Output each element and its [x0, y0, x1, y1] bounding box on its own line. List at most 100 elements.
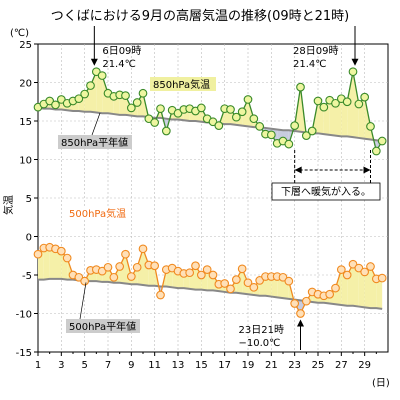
legend-500-bg: [66, 206, 128, 220]
arrow-low-head: [297, 319, 304, 327]
data-point-500: [208, 270, 218, 280]
data-point-500: [360, 267, 370, 277]
data-point-500: [220, 279, 230, 288]
data-point-850: [126, 103, 136, 113]
y-tick-label: 0: [26, 233, 32, 244]
x-tick-label: 29: [358, 360, 371, 371]
data-point-500: [33, 249, 43, 259]
legend-500-normal-bg: [66, 319, 140, 333]
data-point-850: [366, 122, 375, 131]
range-note: 下層へ暖気が入る。: [281, 185, 371, 198]
fill-850: [119, 94, 126, 115]
data-point-850: [51, 100, 60, 110]
data-point-850: [226, 105, 235, 114]
data-point-850: [56, 95, 66, 104]
data-point-850: [237, 107, 247, 117]
data-point-850: [214, 121, 224, 130]
fill-500: [49, 247, 56, 279]
x-tick-label: 9: [128, 360, 134, 371]
data-point-850: [150, 118, 160, 127]
legend-850-bg: [150, 77, 216, 91]
x-tick-label: 27: [335, 360, 348, 371]
data-point-500: [301, 296, 311, 306]
data-point-850: [284, 139, 294, 149]
x-tick-label: 19: [242, 360, 255, 371]
fill-500: [148, 264, 155, 286]
fill-850: [329, 100, 336, 136]
data-point-500: [185, 268, 195, 278]
chart-title: つくばにおける9月の高層気温の推移(09時と21時): [51, 8, 350, 24]
data-point-500: [156, 290, 165, 300]
fill-850: [341, 98, 348, 137]
data-point-850: [348, 67, 358, 77]
range-arrow-left: [294, 166, 302, 174]
data-point-500: [331, 283, 340, 293]
data-point-850: [97, 71, 107, 80]
fill-500: [265, 276, 272, 297]
x-tick-label: 7: [105, 360, 111, 371]
data-point-850: [371, 146, 381, 156]
range-arrow-right: [363, 166, 371, 174]
data-point-500: [56, 246, 66, 256]
y-tick-label: 5: [26, 194, 32, 205]
data-point-500: [342, 270, 352, 280]
annotation-peak1-value: 21.4℃: [102, 59, 136, 70]
data-point-850: [360, 92, 370, 102]
data-point-500: [97, 266, 107, 276]
data-point-850: [144, 114, 154, 124]
data-point-500: [115, 262, 125, 271]
x-tick-label: 3: [58, 360, 64, 371]
data-point-850: [342, 97, 352, 107]
data-point-500: [121, 249, 130, 259]
legend-850: 850hPa気温: [153, 78, 210, 91]
x-tick-label: 15: [195, 360, 208, 371]
annotation-peak2-value: 21.4℃: [293, 59, 327, 70]
x-tick-label: 21: [265, 360, 278, 371]
data-point-850: [266, 130, 276, 140]
data-point-500: [138, 244, 148, 254]
fill-500: [43, 247, 50, 280]
data-point-500: [132, 262, 142, 272]
arrow-peak2-head: [351, 58, 359, 66]
data-point-500: [366, 262, 375, 271]
data-point-500: [255, 276, 265, 285]
fill-850: [335, 98, 342, 137]
data-point-850: [377, 136, 387, 146]
data-point-500: [243, 278, 253, 288]
data-point-500: [377, 273, 387, 283]
data-point-500: [196, 270, 206, 280]
fill-850: [96, 71, 103, 114]
data-point-850: [319, 102, 329, 112]
data-point-500: [202, 265, 212, 274]
data-point-850: [255, 122, 265, 131]
data-point-500: [354, 263, 364, 273]
x-tick-label: 25: [312, 360, 325, 371]
leader-850-normal: [91, 112, 101, 136]
legend-500-normal: 500hPa平年値: [69, 320, 136, 333]
range-note-box: [271, 182, 381, 201]
x-tick-label: 5: [81, 360, 87, 371]
y-tick-label: 10: [19, 156, 32, 167]
data-point-850: [173, 108, 183, 118]
x-tick-label: 1: [35, 360, 41, 371]
arrow-peak1-head: [90, 58, 98, 66]
fill-500: [55, 248, 62, 279]
data-point-500: [237, 264, 247, 274]
data-point-500: [103, 262, 113, 272]
fill-500: [353, 264, 359, 307]
x-unit: (日): [372, 378, 390, 389]
legend-850-normal: 850hPa平年値: [61, 136, 128, 149]
data-point-500: [348, 259, 358, 269]
y-unit: (℃): [10, 28, 29, 39]
fill-500: [277, 276, 283, 299]
data-point-500: [336, 265, 346, 274]
y-tick-label: -15: [16, 348, 32, 359]
x-tick-label: 23: [288, 360, 301, 371]
data-point-850: [354, 99, 364, 109]
data-point-850: [301, 131, 311, 140]
data-point-850: [80, 89, 90, 99]
data-point-500: [226, 284, 235, 294]
fill-500: [358, 268, 365, 308]
data-point-500: [325, 289, 335, 299]
